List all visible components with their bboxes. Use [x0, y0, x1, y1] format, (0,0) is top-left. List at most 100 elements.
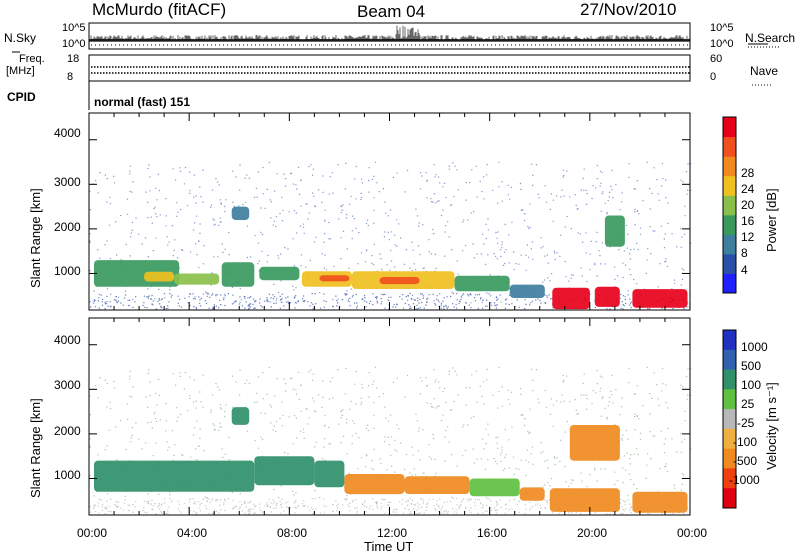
power-colorbar-tick: 4	[741, 263, 748, 277]
velocity-colorbar-frame	[722, 329, 737, 509]
x-tick: 12:00	[377, 526, 408, 540]
velocity-colorbar-swatch	[723, 389, 736, 410]
freq-label: Freq.	[19, 53, 45, 65]
velocity-echo-region	[254, 456, 315, 486]
nsky-tick-min: 10^0	[62, 38, 86, 50]
power-colorbar-swatch	[723, 175, 736, 196]
velocity-echo-region	[404, 476, 470, 494]
freq-unit: [MHz]	[6, 65, 35, 77]
power-echo-region	[379, 277, 420, 285]
date-label: 27/Nov/2010	[580, 0, 677, 19]
velocity-colorbar-swatch	[723, 369, 736, 390]
velocity-colorbar-swatch	[723, 409, 736, 430]
x-tick: 08:00	[277, 526, 308, 540]
power-noise	[89, 161, 692, 306]
power-colorbar-swatch	[723, 136, 736, 157]
velocity-noise	[89, 366, 692, 511]
power-colorbar-swatch	[723, 117, 736, 138]
x-tick: 00:00	[677, 526, 708, 540]
x-tick: 20:00	[577, 526, 608, 540]
nsearch-tick-min: 10^0	[710, 38, 734, 50]
power-echo-region	[319, 275, 350, 282]
nsky-label: N.Sky	[4, 31, 37, 45]
cpid-label: CPID	[7, 90, 36, 104]
power-colorbar-tick: 12	[741, 230, 755, 244]
power-echo-region	[221, 262, 255, 287]
nsearch-tick-max: 10^5	[710, 22, 734, 34]
velocity-echo-region	[569, 425, 620, 461]
velocity-colorbar-tick: 100	[741, 378, 762, 392]
power-y-tick: 4000	[54, 126, 81, 140]
power-echo-region	[632, 289, 688, 308]
power-echo-region	[454, 275, 510, 292]
velocity-echo-region	[94, 460, 255, 492]
power-colorbar-tick: 16	[741, 214, 755, 228]
power-echo-region	[259, 266, 300, 281]
x-axis-title: Time UT	[364, 539, 414, 554]
x-tick: 04:00	[177, 526, 208, 540]
power-echo-region	[174, 273, 220, 285]
freq-tick-min: 8	[67, 71, 74, 83]
power-echo-region	[604, 215, 625, 247]
velocity-echo-region	[314, 460, 345, 488]
velocity-colorbar-tick: -1000	[729, 473, 760, 487]
power-echo-region	[231, 206, 250, 220]
power-colorbar-title: Power [dB]	[764, 188, 779, 252]
velocity-colorbar-tick: 1000	[741, 340, 768, 354]
x-tick: 16:00	[477, 526, 508, 540]
power-y-tick: 3000	[54, 175, 81, 189]
velocity-colorbar-swatch	[723, 468, 736, 489]
velocity-y-axis-title: Slant Range [km]	[28, 398, 43, 498]
velocity-colorbar-swatch	[723, 428, 736, 450]
velocity-colorbar-swatch	[723, 448, 736, 469]
nave-label: Nave	[750, 64, 779, 78]
velocity-y-tick: 2000	[54, 424, 81, 438]
velocity-colorbar-tick: -500	[733, 454, 758, 468]
beam-label: Beam 04	[357, 2, 426, 21]
power-colorbar-tick: 8	[741, 246, 748, 260]
nave-tick-min: 0	[710, 71, 717, 83]
velocity-y-tick: 4000	[54, 333, 81, 347]
power-colorbar-tick: 28	[741, 166, 755, 180]
power-echo-region	[594, 286, 620, 307]
power-y-tick: 1000	[54, 264, 81, 278]
velocity-echo-region	[632, 491, 688, 513]
nsearch-label: N.Search	[745, 31, 796, 45]
power-colorbar-swatch	[723, 253, 736, 274]
velocity-colorbar-tick: 25	[741, 397, 755, 411]
power-y-tick: 2000	[54, 220, 81, 234]
plot-title: McMurdo (fitACF)	[92, 0, 227, 19]
velocity-y-tick: 1000	[54, 468, 81, 482]
velocity-colorbar-title: Velocity [m s⁻¹]	[764, 382, 779, 470]
power-colorbar-swatch	[723, 156, 736, 177]
velocity-colorbar-tick: -25	[737, 416, 755, 430]
freq-panel-frame	[88, 54, 691, 82]
velocity-colorbar-swatch	[723, 349, 736, 371]
power-colorbar-swatch	[723, 273, 736, 294]
velocity-echo-region	[231, 407, 250, 425]
velocity-colorbar-swatch	[723, 330, 736, 351]
power-colorbar-frame	[722, 116, 737, 294]
power-colorbar-tick: 24	[741, 182, 755, 196]
freq-tick-max: 18	[67, 53, 80, 65]
cpid-value: normal (fast) 151	[94, 95, 191, 109]
power-echo-region	[144, 271, 175, 282]
nave-tick-max: 60	[710, 53, 723, 65]
x-tick: 00:00	[77, 526, 108, 540]
freq-nave-trace	[91, 66, 690, 74]
power-y-axis-title: Slant Range [km]	[28, 188, 43, 288]
velocity-colorbar-swatch	[723, 488, 736, 509]
velocity-echo-region	[549, 488, 620, 512]
velocity-y-tick: 3000	[54, 378, 81, 392]
velocity-echo-region	[344, 474, 405, 495]
power-echo-region	[552, 287, 590, 310]
power-colorbar-tick: 20	[741, 198, 755, 212]
power-colorbar-swatch	[723, 234, 736, 255]
velocity-echo-region	[469, 478, 520, 497]
power-colorbar-swatch	[723, 195, 736, 216]
velocity-colorbar-tick: -100	[733, 435, 758, 449]
power-echo-region	[509, 284, 545, 298]
power-colorbar-swatch	[723, 214, 736, 235]
nsky-tick-max: 10^5	[62, 22, 86, 34]
